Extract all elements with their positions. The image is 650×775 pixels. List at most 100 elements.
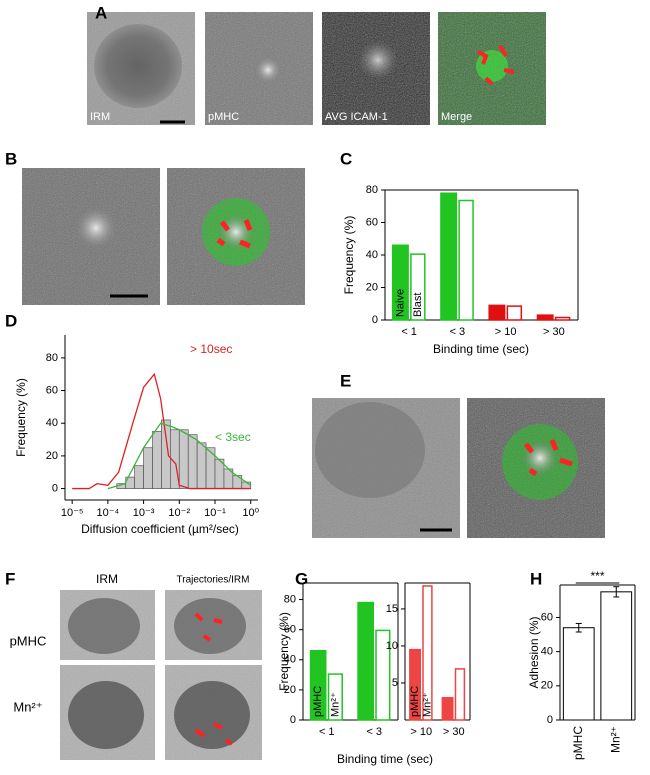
y-tick-label: 40 [284, 654, 296, 666]
x-axis-label: Binding time (sec) [433, 342, 529, 356]
bar [441, 697, 454, 721]
line-series [72, 372, 251, 490]
series-label: pMHC [409, 686, 421, 717]
y-axis-label: Frequency (%) [14, 378, 28, 457]
y-tick-label: 60 [366, 216, 378, 228]
column-label: IRM [96, 572, 118, 586]
y-tick-label: 10 [386, 640, 398, 652]
panel-letter: B [5, 149, 17, 168]
histogram-bar [161, 419, 171, 489]
panel-letter: G [295, 569, 308, 588]
column-label: Trajectories/IRM [177, 575, 250, 586]
bar [440, 192, 458, 321]
panel-e-images [312, 398, 605, 538]
bar [309, 649, 327, 721]
y-axis-label: Adhesion (%) [527, 616, 541, 688]
y-tick-label: 60 [541, 611, 553, 623]
series-label: Mn²⁺ [329, 692, 341, 717]
y-tick-label: 80 [366, 184, 378, 196]
panel-letter: A [95, 3, 107, 22]
image-label: pMHC [208, 111, 239, 123]
line-label: < 3sec [215, 430, 251, 444]
x-tick-label: 10⁻⁴ [96, 507, 119, 519]
series-label: Blast [412, 293, 424, 317]
image-label: Merge [441, 111, 472, 123]
y-tick-label: 60 [46, 384, 58, 396]
y-tick-label: 40 [541, 646, 553, 658]
y-tick-label: 5 [392, 677, 398, 689]
histogram-bar [241, 481, 252, 489]
bar [357, 601, 374, 721]
bar [458, 199, 474, 321]
bar [410, 253, 426, 321]
x-tick-label: < 3 [450, 326, 466, 338]
y-tick-label: 60 [284, 624, 296, 636]
y-tick-label: 15 [386, 603, 398, 615]
y-tick-label: 40 [366, 249, 378, 261]
y-tick-label: 0 [372, 314, 378, 326]
y-tick-label: 0 [52, 482, 58, 494]
panel-letter: D [5, 311, 17, 330]
bar [488, 304, 506, 321]
x-tick-label: > 30 [543, 326, 565, 338]
histogram-bar [178, 429, 189, 489]
y-axis-label: Frequency (%) [277, 612, 291, 691]
panel-b-images [22, 168, 305, 305]
bar [506, 305, 523, 321]
x-tick-label: > 30 [443, 726, 465, 738]
bar [554, 316, 571, 321]
y-tick-label: 20 [284, 684, 296, 696]
y-tick-label: 0 [547, 714, 553, 726]
x-axis-label: Diffusion coefficient (µm²/sec) [81, 522, 239, 536]
panel-letter: F [5, 569, 15, 588]
x-tick-label: Mn²⁺ [608, 726, 622, 753]
bar [600, 591, 633, 721]
y-tick-label: 40 [46, 417, 58, 429]
bar [327, 673, 343, 721]
y-tick-label: 20 [541, 680, 553, 692]
line-label: > 10sec [190, 342, 232, 356]
y-tick-label: 0 [290, 714, 296, 726]
significance-label: *** [590, 569, 604, 583]
panel-a-images [87, 12, 546, 125]
histogram-bar [205, 447, 216, 489]
panel-f-images [60, 590, 262, 760]
y-tick-label: 20 [366, 281, 378, 293]
row-label: pMHC [10, 633, 47, 648]
y-tick-label: 80 [284, 593, 296, 605]
panel-letter: H [530, 569, 542, 588]
series-label: Mn²⁺ [421, 692, 433, 717]
line-series [107, 422, 252, 490]
y-tick-label: 20 [46, 450, 58, 462]
panel-letter: C [340, 149, 352, 168]
bar [375, 629, 391, 721]
x-tick-label: > 10 [495, 326, 517, 338]
panel-letter: E [340, 371, 351, 390]
image-label: IRM [90, 111, 110, 123]
bar [454, 668, 466, 721]
y-axis-label: Frequency (%) [342, 216, 356, 295]
x-tick-label: 10⁻² [168, 507, 190, 519]
image-label: AVG ICAM-1 [325, 111, 388, 123]
series-label: Naive [394, 289, 406, 317]
x-tick-label: 10⁻¹ [204, 507, 226, 519]
x-axis-label: Binding time (sec) [337, 752, 433, 766]
bar [422, 585, 433, 721]
row-label: Mn²⁺ [13, 699, 42, 714]
bar [536, 314, 554, 321]
histogram-bar [196, 442, 207, 489]
x-tick-label: < 1 [319, 726, 335, 738]
series-label: pMHC [312, 686, 324, 717]
x-tick-label: < 1 [401, 326, 417, 338]
histogram-bar [187, 434, 198, 489]
histogram-bar [152, 431, 162, 489]
y-tick-label: 80 [46, 352, 58, 364]
histogram-bar [134, 465, 144, 489]
x-tick-label: pMHC [571, 726, 585, 760]
x-tick-label: 10⁻⁵ [61, 507, 84, 519]
bar [562, 627, 595, 721]
x-tick-label: < 3 [366, 726, 382, 738]
x-tick-label: > 10 [410, 726, 432, 738]
x-tick-label: 10⁰ [242, 507, 259, 519]
